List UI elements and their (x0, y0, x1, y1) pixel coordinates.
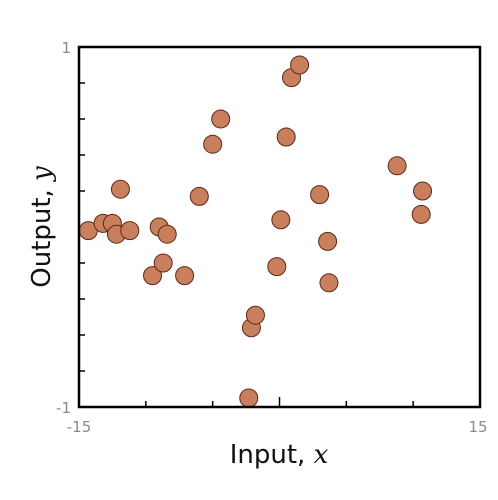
x-tick-label-right: 15 (468, 418, 487, 436)
data-point (411, 204, 431, 224)
y-axis-title-variable: y (27, 166, 57, 182)
y-axis-title-text: Output, (27, 181, 57, 288)
data-point (211, 109, 231, 129)
data-point (239, 388, 259, 408)
y-axis-title: Output, y (27, 166, 57, 288)
x-axis-title: Input, x (230, 440, 329, 470)
data-point (276, 127, 296, 147)
x-axis-title-text: Input, (230, 440, 314, 470)
data-point (143, 266, 163, 286)
data-point (319, 273, 339, 293)
data-point (318, 231, 338, 251)
data-point (387, 156, 407, 176)
data-point (413, 181, 433, 201)
data-point (110, 179, 130, 199)
data-point (290, 55, 310, 75)
x-axis-title-variable: x (314, 440, 329, 470)
data-point (157, 224, 177, 244)
data-point (120, 221, 140, 241)
data-point (175, 266, 195, 286)
data-point (267, 257, 287, 277)
data-points (78, 55, 433, 408)
x-tick-label-left: -15 (67, 418, 92, 436)
data-point (189, 186, 209, 206)
data-point (153, 253, 173, 273)
data-point (271, 210, 291, 230)
y-tick-label-top: 1 (61, 39, 71, 57)
data-point (245, 305, 265, 325)
data-point (310, 185, 330, 205)
data-point (203, 134, 223, 154)
y-tick-label-bottom: -1 (56, 399, 71, 417)
plot-frame (77, 45, 482, 409)
